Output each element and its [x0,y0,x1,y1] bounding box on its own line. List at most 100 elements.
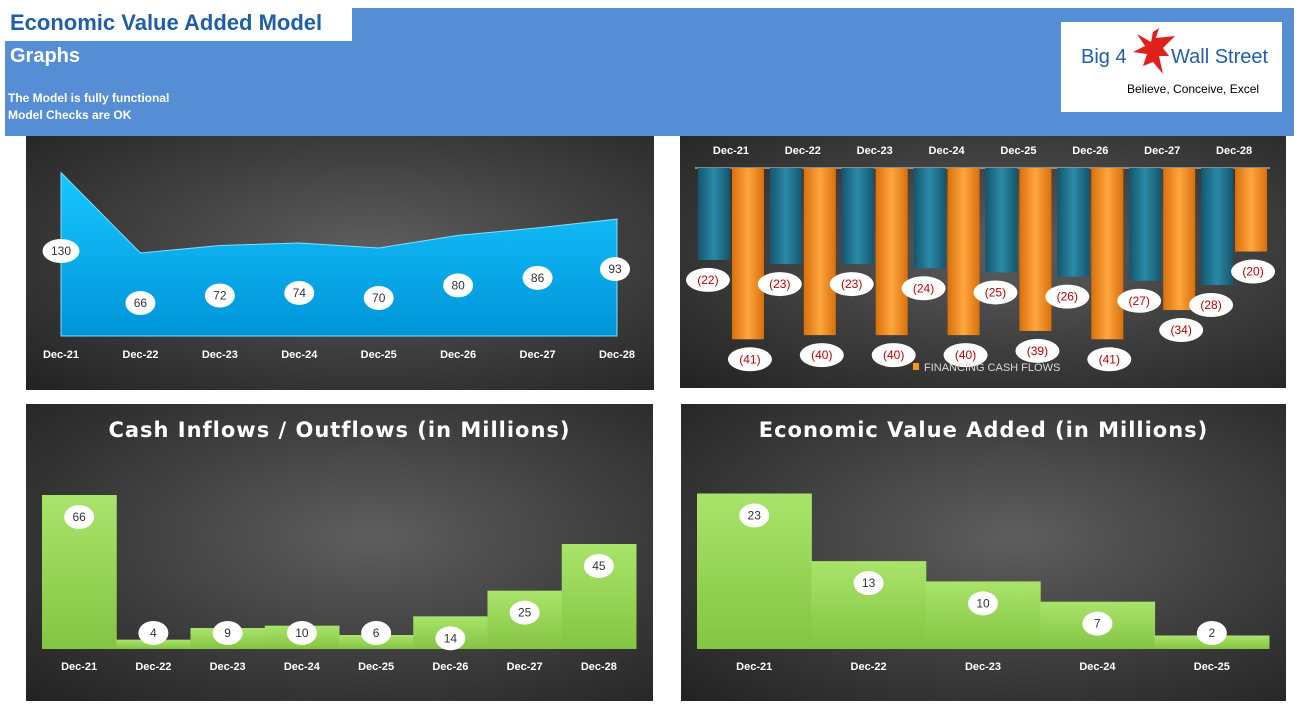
bar-label-s0-3: (24) [913,281,934,295]
step-label-2-bubble [212,621,243,645]
step-label-4: 2 [1208,626,1215,640]
chart-title-eva: Economic Value Added (in Millions) [758,418,1209,442]
area-label-7-bubble [600,257,630,282]
x-tick-0: Dec-21 [713,145,749,157]
x-tick-5: Dec-26 [1072,145,1108,157]
bar-s0-4 [985,168,1018,273]
step-label-4-bubble [1196,621,1227,645]
chart-title-cash-flows: Cash Inflows / Outflows (in Millions) [108,418,571,442]
eva-step-chart: 23 Dec-21 13 Dec-22 10 Dec-23 7 Dec-24 2 Dec-25 [697,493,1270,673]
bar-label-s0-2-bubble [829,272,874,297]
x-tick-4: Dec-25 [361,349,397,361]
step-label-2: 9 [224,626,231,640]
page-title: Economic Value Added Model [10,10,323,35]
x-tick-3: Dec-24 [281,349,318,361]
step-label-2: 10 [976,596,990,610]
step-label-0-bubble [64,505,95,529]
bar-label-s0-7: (28) [1200,298,1221,312]
bar-s1-0 [731,168,764,340]
bar-s0-6 [1129,168,1162,281]
bar-s0-7 [1201,168,1234,285]
x-tick-5: Dec-26 [432,661,468,673]
area-label-5: 80 [451,278,465,292]
area-label-4-bubble [363,286,394,310]
logo-left-text: Big 4 [1081,46,1127,68]
step-label-2-bubble [968,591,998,616]
area-label-2: 72 [213,288,227,302]
bar-label-s1-1-bubble [799,343,844,368]
x-tick-4: Dec-25 [1194,661,1230,673]
bar-s0-2 [841,168,874,265]
x-tick-6: Dec-27 [520,349,556,361]
x-tick-0: Dec-21 [736,661,772,673]
step-label-6: 25 [518,606,532,620]
x-tick-1: Dec-22 [785,145,821,157]
step-label-4: 6 [373,626,380,640]
bar-label-s0-5-bubble [1045,284,1090,309]
bar-s1-7 [1235,168,1268,252]
x-tick-5: Dec-26 [440,349,476,361]
bar-label-s0-2: (23) [841,277,862,291]
area-label-2-bubble [204,283,235,308]
cash-flows-step-chart: 66 Dec-21 4 Dec-22 9 Dec-23 10 Dec-24 6 Dec-25 14 D… [42,495,637,673]
area-chart-1: 130 Dec-21 66 Dec-22 72 Dec-23 74 Dec-24 70 Dec-2… [42,171,635,361]
step-label-6-bubble [509,600,540,625]
legend-label: FINANCING CASH FLOWS [924,362,1060,374]
bar-s0-1 [769,168,802,265]
x-tick-6: Dec-27 [507,661,543,673]
step-label-0: 23 [748,509,762,523]
area-label-6: 86 [531,271,545,285]
step-label-0: 66 [72,510,86,524]
x-tick-2: Dec-23 [210,661,246,673]
x-tick-3: Dec-24 [284,661,321,673]
x-tick-2: Dec-23 [202,349,238,361]
legend-swatch [913,363,919,370]
step-label-0-bubble [739,503,770,528]
bar-label-s0-6: (27) [1129,294,1150,308]
x-tick-1: Dec-22 [851,661,887,673]
area-label-1-bubble [125,291,156,316]
bar-label-s1-7: (20) [1242,265,1263,279]
area-label-3: 74 [293,286,307,300]
bar-label-s1-6: (34) [1171,323,1192,337]
x-tick-7: Dec-28 [581,661,617,673]
step-label-5: 14 [444,631,458,645]
x-tick-1: Dec-22 [122,349,158,361]
bar-s1-1 [803,168,836,336]
step-label-5-bubble [435,626,466,651]
x-tick-2: Dec-23 [965,661,1001,673]
x-tick-4: Dec-25 [1000,145,1036,157]
step-label-1: 4 [150,626,157,640]
bar-label-s1-4: (39) [1027,344,1048,358]
bar-label-s0-5: (26) [1057,290,1078,304]
step-label-1: 13 [862,576,876,590]
step-label-1-bubble [853,571,884,596]
bar-label-s1-5-bubble [1087,347,1132,372]
bar-label-s1-6-bubble [1159,318,1204,343]
step-label-4-bubble [361,621,392,645]
x-tick-3: Dec-24 [1079,661,1116,673]
logo-right-text: Wall Street [1171,46,1269,68]
step-label-7-bubble [583,554,614,578]
bar-label-s1-2: (40) [883,348,904,362]
title-box [5,8,352,41]
bar-label-s1-2-bubble [871,343,916,368]
area-label-5-bubble [443,273,474,298]
x-tick-0: Dec-21 [61,661,97,673]
bar-s1-2 [875,168,908,336]
bar-s0-0 [697,168,730,260]
bar-label-s1-5: (41) [1099,352,1120,366]
chart-panel-1: 130 Dec-21 66 Dec-22 72 Dec-23 74 Dec-24 70 Dec-2… [26,136,654,390]
bar-label-s1-4-bubble [1015,338,1060,363]
x-tick-0: Dec-21 [43,349,79,361]
x-tick-7: Dec-28 [599,349,635,361]
bar-label-s1-7-bubble [1231,259,1276,284]
x-tick-4: Dec-25 [358,661,394,673]
x-tick-2: Dec-23 [857,145,893,157]
bar-s1-5 [1091,168,1124,340]
bar-label-s0-1: (23) [769,277,790,291]
step-label-3-bubble [1082,611,1113,636]
bar-label-s1-3-bubble [943,343,988,368]
bar-label-s1-1: (40) [811,348,832,362]
step-label-3: 10 [295,626,309,640]
